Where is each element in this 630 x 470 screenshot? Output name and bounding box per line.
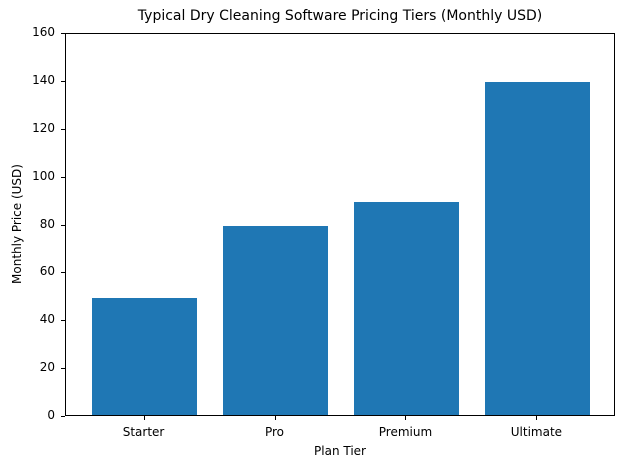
x-tick-label: Starter: [122, 425, 165, 439]
y-tick-label: 60: [39, 264, 55, 279]
bar-ultimate: [485, 82, 590, 415]
chart-title: Typical Dry Cleaning Software Pricing Ti…: [137, 8, 543, 24]
y-tick-label: 160: [32, 25, 55, 39]
y-tick-label: 80: [39, 216, 55, 231]
y-tick-label: 0: [47, 408, 55, 422]
bar-starter: [92, 297, 197, 415]
y-tick-label: 120: [32, 120, 55, 135]
bar-pro: [223, 225, 328, 415]
y-tick-label: 100: [32, 168, 55, 183]
x-tick-label: Ultimate: [510, 425, 563, 439]
x-tick-label: Premium: [378, 425, 433, 439]
y-tick-label: 140: [32, 72, 55, 87]
y-tick-label: 20: [39, 360, 55, 375]
x-axis-label: Plan Tier: [314, 444, 366, 458]
y-axis-label: Monthly Price (USD): [10, 164, 24, 284]
y-tick-label: 40: [39, 312, 55, 327]
x-tick-label: Pro: [264, 425, 285, 439]
plot-area: [65, 33, 615, 416]
bar-premium: [354, 201, 459, 415]
